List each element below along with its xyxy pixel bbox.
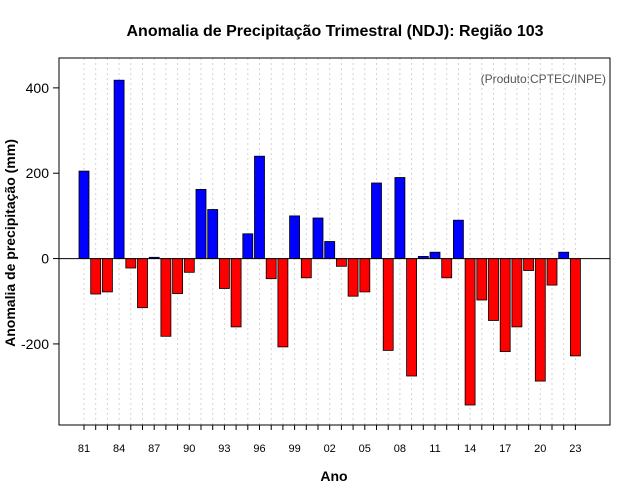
bar-11 [429,251,441,259]
bar-90 [183,258,195,273]
chart-title: Anomalia de Precipitação Trimestral (NDJ… [126,23,543,40]
y-axis-title: Anomalia de precipitação (mm) [2,139,18,347]
bar-08 [394,177,406,259]
x-tick-label: 11 [429,443,440,455]
bar-91 [195,188,207,259]
x-tick-label: 93 [218,443,230,455]
bar-22 [558,251,570,259]
x-tick-label: 90 [183,443,195,455]
bar-16 [488,258,499,321]
bar-82 [90,258,102,295]
bar-13 [452,219,464,259]
x-tick-label: 02 [324,443,336,455]
bar-04 [347,258,359,297]
bar-03 [335,258,347,267]
bar-89 [172,258,184,295]
bar-07 [382,258,394,351]
bar-09 [406,258,418,377]
x-tick-label: 23 [569,443,581,455]
bar-93 [218,258,230,289]
bar-96 [254,155,265,259]
y-tick-label: 400 [26,80,50,96]
bar-02 [324,241,336,260]
bar-84 [113,79,125,259]
y-tick-label: -200 [21,336,49,352]
bar-85 [125,258,137,269]
x-tick-label: 05 [359,443,371,455]
y-tick-label: 200 [26,165,50,181]
bar-95 [242,233,254,260]
x-tick-label: 20 [534,443,546,455]
x-axis-title: Ano [320,468,347,484]
x-tick-label: 81 [78,443,90,455]
bar-15 [476,258,488,301]
bar-14 [464,258,476,406]
x-tick-label: 99 [288,443,300,455]
bar-99 [289,215,301,259]
bar-05 [359,258,371,293]
y-tick-label: 0 [41,251,49,267]
x-tick-label: 84 [113,443,125,455]
bar-98 [277,258,289,348]
bar-88 [160,258,172,337]
x-tick-label: 87 [148,443,160,455]
bar-06 [371,182,382,259]
bar-12 [441,258,453,279]
bar-94 [230,258,242,328]
bar-81 [78,170,90,260]
x-tick-label: 14 [464,443,476,455]
bar-83 [102,258,113,293]
gridlines [83,58,576,425]
x-axis: 81 84 87 90 93 96 99 02 05 08 11 14 17 20 23 [78,425,582,455]
source-annotation: (Produto:CPTEC/INPE) [481,72,606,86]
bar-23 [570,258,581,357]
bar-92 [207,209,219,259]
bar-00 [300,258,312,279]
bar-86 [137,258,148,309]
y-axis: -200 0 200 400 [21,80,59,352]
bar-21 [546,258,558,286]
bar-19 [523,258,534,271]
bars [78,79,581,406]
x-tick-label: 17 [499,443,511,455]
bar-97 [265,258,277,280]
bar-18 [511,258,523,328]
bar-17 [499,258,511,353]
bar-01 [312,217,324,259]
plot-frame [58,57,611,426]
x-tick-label: 08 [394,443,406,455]
x-tick-label: 96 [253,443,265,455]
bar-20 [534,258,546,382]
